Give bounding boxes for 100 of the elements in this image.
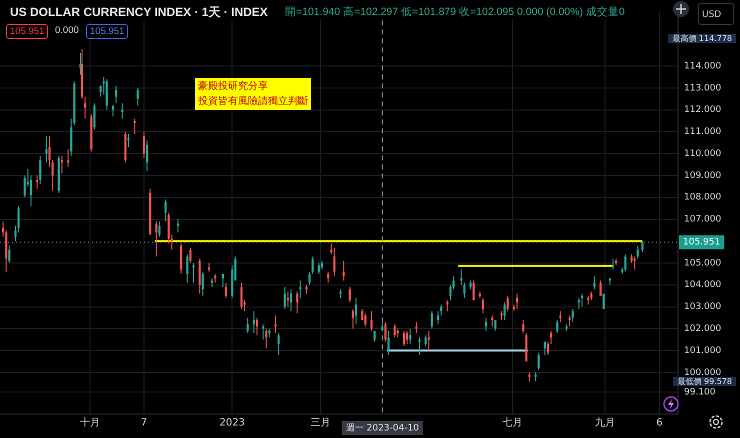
annotation: 105.951 — [86, 24, 128, 39]
candlestick — [176, 218, 180, 233]
candlestick — [312, 256, 314, 274]
y-tick-label: 113.000 — [684, 83, 722, 94]
candlestick — [278, 332, 280, 356]
candlestick — [290, 288, 292, 312]
candlestick — [327, 271, 330, 284]
candlestick — [428, 330, 430, 352]
candlestick — [506, 295, 509, 312]
y-tick-label: 110.000 — [684, 148, 722, 159]
candlestick — [624, 254, 626, 272]
candlestick — [186, 254, 188, 284]
candlestick — [318, 262, 320, 274]
candlestick — [121, 102, 124, 120]
candlestick — [296, 290, 298, 314]
candlestick — [472, 280, 475, 301]
candlestick — [538, 352, 540, 371]
candlestick — [406, 330, 408, 344]
candlestick — [572, 308, 574, 323]
candlestick — [333, 247, 336, 277]
annotation: 投資皆有風險請獨立判斷 — [198, 94, 308, 109]
candlestick — [246, 317, 249, 334]
y-tick-label: 102.000 — [684, 324, 722, 334]
ref-line-label: 週一 2023-04-10 — [346, 422, 420, 434]
candlestick — [240, 282, 243, 310]
candlestick — [430, 310, 433, 330]
candlestick — [284, 286, 286, 310]
candlestick — [142, 131, 146, 158]
candlestick — [634, 256, 636, 270]
candlestick — [39, 155, 42, 185]
chart-title: US DOLLAR CURRENCY INDEX · 1天 · INDEX — [8, 4, 270, 21]
x-tick-label: 三月 — [310, 418, 330, 429]
candlestick — [252, 310, 255, 334]
annotation: 最高價 114.778 — [668, 34, 736, 43]
candlestick — [418, 336, 421, 356]
candlestick — [424, 334, 427, 347]
candlestick — [544, 341, 546, 356]
x-tick-label: 十月 — [80, 416, 100, 429]
y-tick-label: 108.000 — [684, 192, 722, 203]
candlestick — [8, 245, 10, 264]
y-tick-label: 100.000 — [684, 368, 722, 378]
y-tick-label: 99.100 — [684, 387, 716, 398]
x-tick-label: 2023 — [219, 418, 245, 429]
y-tick-label: 105.000 — [684, 258, 722, 268]
candlestick — [491, 315, 494, 327]
y-tick-label: 112.000 — [684, 105, 722, 116]
candlestick — [636, 245, 639, 260]
candlestick — [192, 262, 195, 284]
candlestick — [402, 330, 406, 347]
y-tick-label: 111.000 — [684, 127, 722, 138]
candlestick — [482, 298, 484, 314]
candlestick — [381, 322, 384, 332]
candlestick — [484, 317, 488, 332]
x-tick-label: 6 — [656, 418, 663, 429]
candlestick — [224, 282, 228, 299]
candlestick — [115, 85, 118, 104]
annotation: 0.000 — [52, 24, 82, 37]
candlestick — [593, 276, 596, 290]
candlestick — [352, 308, 354, 330]
candlestick — [528, 372, 530, 382]
candlestick — [155, 220, 158, 257]
candlestick — [568, 315, 571, 327]
candlestick — [409, 328, 412, 344]
candlestick — [522, 319, 524, 334]
x-tick-label: 七月 — [502, 416, 522, 429]
candlestick — [578, 298, 580, 310]
candlestick — [189, 247, 192, 264]
candlestick — [612, 258, 614, 270]
candlestick — [387, 330, 390, 356]
y-tick-label: 104.000 — [684, 280, 722, 290]
candlestick — [256, 317, 258, 336]
y-tick-label: 101.000 — [684, 346, 722, 356]
candlestick — [265, 328, 268, 349]
candlestick — [550, 330, 552, 344]
candlestick — [460, 269, 462, 286]
candlestick — [45, 136, 48, 163]
candlestick — [93, 102, 96, 130]
candlestick — [641, 240, 644, 253]
ref-line-label: 105.951 — [683, 238, 720, 248]
candlestick — [516, 293, 518, 310]
candlestick — [556, 319, 558, 334]
candlestick — [67, 148, 70, 168]
candlestick — [504, 302, 506, 320]
x-tick-label: 7 — [140, 418, 148, 429]
candlestick — [394, 324, 396, 338]
candlestick — [436, 310, 440, 325]
candlestick — [134, 118, 136, 134]
chart-subtitle: 開=101.940 高=102.297 低=101.879 收=102.095 0.000 (0.00%) 成交量0 — [283, 5, 627, 19]
candlestick — [602, 293, 605, 310]
candlestick — [299, 280, 302, 299]
candlestick — [136, 87, 139, 106]
candlestick — [384, 322, 387, 342]
candlestick — [146, 140, 148, 172]
y-tick-label: 107.000 — [684, 214, 722, 225]
candlestick — [364, 312, 366, 327]
annotation: 豪殿投研究分享 — [198, 80, 269, 94]
candlestick — [600, 280, 602, 296]
text: USD — [698, 3, 734, 25]
x-tick-label: 九月 — [595, 416, 616, 429]
candlestick — [222, 273, 224, 288]
